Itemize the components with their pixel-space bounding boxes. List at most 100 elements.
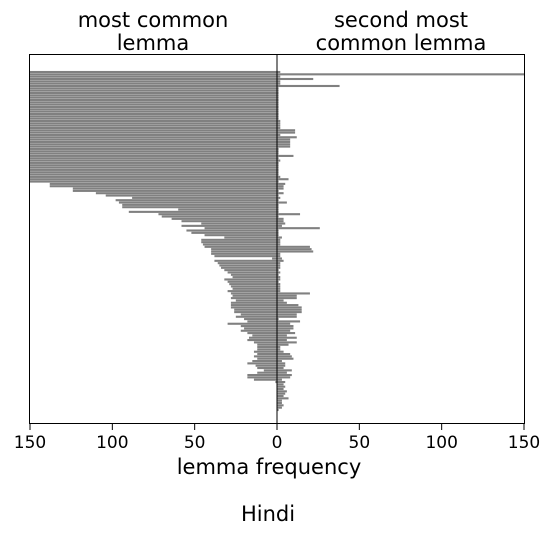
right-panel-bars: [277, 70, 524, 412]
left-bar-109: [240, 325, 277, 328]
left-bar-51: [72, 189, 278, 192]
right-bar-132: [277, 378, 282, 381]
right-bar-3: [277, 77, 314, 81]
right-bar-58: [277, 206, 279, 209]
right-bar-7: [277, 87, 279, 90]
left-bar-44: [30, 173, 277, 176]
left-bar-10: [30, 94, 277, 97]
right-bar-75: [277, 245, 310, 248]
right-bar-0: [277, 70, 281, 74]
right-bar-128: [277, 369, 292, 372]
right-bar-143: [277, 404, 284, 407]
right-bar-103: [277, 311, 302, 314]
x-tick-label-3: 0: [272, 433, 283, 453]
left-bar-73: [201, 241, 277, 244]
right-bar-12: [277, 98, 279, 102]
right-bar-37: [277, 157, 279, 160]
left-bar-60: [128, 210, 277, 213]
left-bar-57: [122, 203, 277, 206]
left-bar-85: [224, 269, 277, 272]
left-bar-36: [30, 154, 277, 157]
left-bar-128: [263, 369, 277, 372]
left-bar-88: [232, 276, 277, 279]
left-bar-125: [247, 362, 277, 365]
right-bar-72: [277, 238, 281, 241]
right-bar-22: [277, 122, 281, 125]
right-bar-32: [277, 145, 291, 148]
left-bar-132: [253, 378, 277, 381]
right-bar-25: [277, 129, 296, 132]
left-bar-12: [30, 98, 277, 102]
left-bar-4: [30, 80, 277, 83]
right-bar-53: [277, 194, 279, 197]
left-bar-80: [272, 257, 277, 260]
left-bar-37: [30, 157, 277, 160]
left-bar-130: [247, 373, 277, 377]
right-bar-118: [277, 346, 281, 349]
right-bar-138: [277, 392, 286, 395]
right-bar-131: [277, 376, 291, 379]
right-bar-113: [277, 334, 287, 337]
right-bar-92: [277, 285, 281, 288]
left-panel-bars: [30, 70, 278, 384]
right-bar-108: [277, 322, 291, 325]
left-bar-127: [257, 366, 277, 370]
right-bar-30: [277, 140, 291, 143]
left-bar-40: [30, 164, 277, 167]
left-bar-22: [30, 122, 277, 125]
right-bar-60: [277, 210, 279, 213]
right-bar-126: [277, 364, 286, 367]
right-panel-title-line2: common lemma: [316, 31, 487, 55]
left-bar-56: [118, 201, 277, 204]
left-bar-101: [230, 306, 277, 309]
left-bar-20: [30, 117, 277, 120]
right-bar-125: [277, 362, 286, 365]
right-bar-140: [277, 397, 289, 400]
right-bar-41: [277, 166, 279, 169]
left-bar-89: [224, 278, 277, 281]
left-bar-74: [202, 243, 277, 246]
left-bar-48: [49, 182, 278, 185]
left-bar-84: [221, 266, 277, 269]
right-bar-144: [277, 406, 282, 409]
right-bar-34: [277, 150, 279, 153]
right-bar-1: [277, 73, 524, 76]
right-bar-79: [277, 255, 281, 258]
left-bar-94: [227, 290, 277, 293]
left-bar-87: [230, 273, 277, 276]
left-bar-42: [30, 168, 277, 171]
right-bar-98: [277, 299, 284, 302]
right-bar-73: [277, 241, 281, 244]
right-bar-120: [277, 350, 284, 353]
right-bar-59: [277, 208, 279, 211]
left-bar-124: [252, 359, 277, 363]
left-bar-83: [219, 264, 277, 267]
left-bar-104: [240, 313, 277, 316]
right-bar-66: [277, 224, 282, 227]
left-bar-1: [30, 73, 277, 76]
right-bar-112: [277, 332, 296, 335]
left-bar-49: [49, 185, 278, 188]
x-ticks: 150 100 50 0 50 100 150: [14, 424, 540, 453]
right-bar-55: [277, 199, 279, 202]
right-bar-109: [277, 325, 294, 328]
right-bar-119: [277, 348, 281, 351]
left-bar-29: [30, 138, 277, 141]
x-tick-label-1: 100: [96, 433, 128, 453]
left-bar-7: [30, 87, 277, 90]
left-bar-111: [240, 329, 277, 332]
left-bar-92: [230, 285, 277, 288]
right-bar-136: [277, 387, 284, 391]
left-bar-106: [244, 318, 277, 321]
left-bar-108: [227, 322, 277, 325]
left-bar-6: [30, 84, 277, 88]
right-bar-65: [277, 222, 286, 225]
right-bar-46: [277, 178, 289, 181]
right-bar-48: [277, 182, 286, 185]
left-bar-121: [257, 353, 277, 356]
right-bar-64: [277, 220, 284, 223]
right-bar-105: [277, 315, 297, 318]
right-bar-123: [277, 357, 294, 360]
x-tick-label-0: 150: [14, 433, 46, 453]
right-bar-63: [277, 217, 284, 220]
